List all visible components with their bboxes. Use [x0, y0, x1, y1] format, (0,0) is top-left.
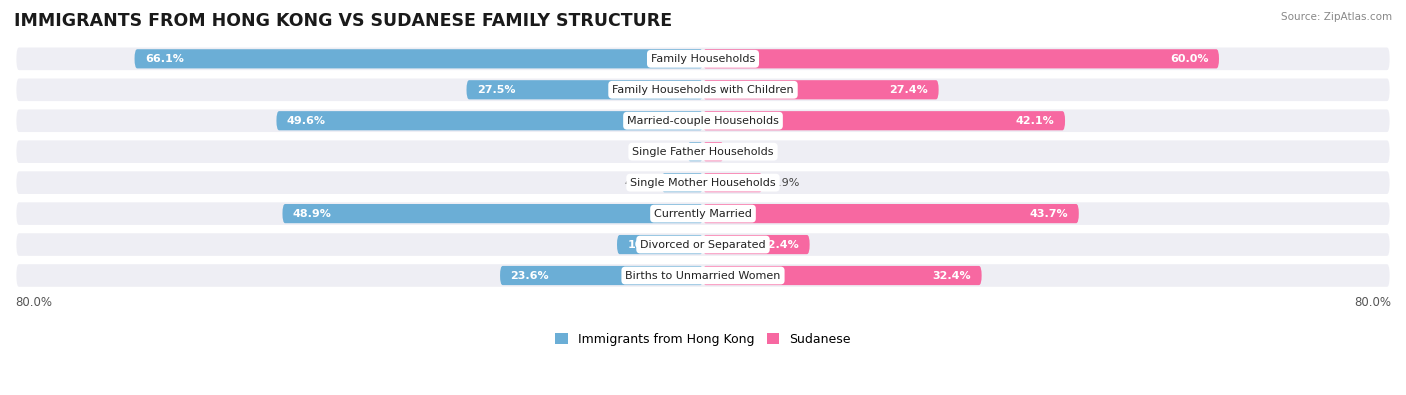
- Text: 80.0%: 80.0%: [1354, 295, 1391, 308]
- Text: Family Households: Family Households: [651, 54, 755, 64]
- Text: Source: ZipAtlas.com: Source: ZipAtlas.com: [1281, 12, 1392, 22]
- FancyBboxPatch shape: [703, 266, 981, 285]
- Text: 42.1%: 42.1%: [1017, 116, 1054, 126]
- Text: Married-couple Households: Married-couple Households: [627, 116, 779, 126]
- Legend: Immigrants from Hong Kong, Sudanese: Immigrants from Hong Kong, Sudanese: [555, 333, 851, 346]
- FancyBboxPatch shape: [15, 170, 1391, 196]
- FancyBboxPatch shape: [15, 77, 1391, 102]
- Text: 1.8%: 1.8%: [651, 147, 679, 157]
- Text: 27.5%: 27.5%: [477, 85, 516, 95]
- FancyBboxPatch shape: [662, 173, 703, 192]
- Text: 32.4%: 32.4%: [932, 271, 972, 280]
- FancyBboxPatch shape: [15, 263, 1391, 288]
- Text: 12.4%: 12.4%: [761, 239, 800, 250]
- FancyBboxPatch shape: [703, 235, 810, 254]
- FancyBboxPatch shape: [501, 266, 703, 285]
- Text: 60.0%: 60.0%: [1170, 54, 1209, 64]
- Text: 27.4%: 27.4%: [890, 85, 928, 95]
- FancyBboxPatch shape: [703, 49, 1219, 68]
- Text: 48.9%: 48.9%: [292, 209, 332, 218]
- FancyBboxPatch shape: [703, 142, 724, 161]
- FancyBboxPatch shape: [617, 235, 703, 254]
- Text: Family Households with Children: Family Households with Children: [612, 85, 794, 95]
- Text: 2.4%: 2.4%: [733, 147, 761, 157]
- Text: 23.6%: 23.6%: [510, 271, 548, 280]
- Text: 4.8%: 4.8%: [624, 178, 654, 188]
- FancyBboxPatch shape: [283, 204, 703, 223]
- FancyBboxPatch shape: [15, 201, 1391, 226]
- Text: 80.0%: 80.0%: [15, 295, 52, 308]
- FancyBboxPatch shape: [15, 232, 1391, 257]
- FancyBboxPatch shape: [703, 80, 939, 100]
- FancyBboxPatch shape: [467, 80, 703, 100]
- Text: Divorced or Separated: Divorced or Separated: [640, 239, 766, 250]
- Text: 66.1%: 66.1%: [145, 54, 184, 64]
- Text: Births to Unmarried Women: Births to Unmarried Women: [626, 271, 780, 280]
- FancyBboxPatch shape: [15, 139, 1391, 164]
- Text: IMMIGRANTS FROM HONG KONG VS SUDANESE FAMILY STRUCTURE: IMMIGRANTS FROM HONG KONG VS SUDANESE FA…: [14, 12, 672, 30]
- FancyBboxPatch shape: [688, 142, 703, 161]
- FancyBboxPatch shape: [703, 173, 762, 192]
- Text: 6.9%: 6.9%: [770, 178, 800, 188]
- Text: Single Father Households: Single Father Households: [633, 147, 773, 157]
- FancyBboxPatch shape: [703, 204, 1078, 223]
- Text: Single Mother Households: Single Mother Households: [630, 178, 776, 188]
- FancyBboxPatch shape: [135, 49, 703, 68]
- Text: 10.0%: 10.0%: [627, 239, 665, 250]
- FancyBboxPatch shape: [15, 46, 1391, 71]
- Text: 43.7%: 43.7%: [1029, 209, 1069, 218]
- FancyBboxPatch shape: [703, 111, 1066, 130]
- FancyBboxPatch shape: [15, 108, 1391, 134]
- Text: Currently Married: Currently Married: [654, 209, 752, 218]
- Text: 49.6%: 49.6%: [287, 116, 326, 126]
- FancyBboxPatch shape: [277, 111, 703, 130]
